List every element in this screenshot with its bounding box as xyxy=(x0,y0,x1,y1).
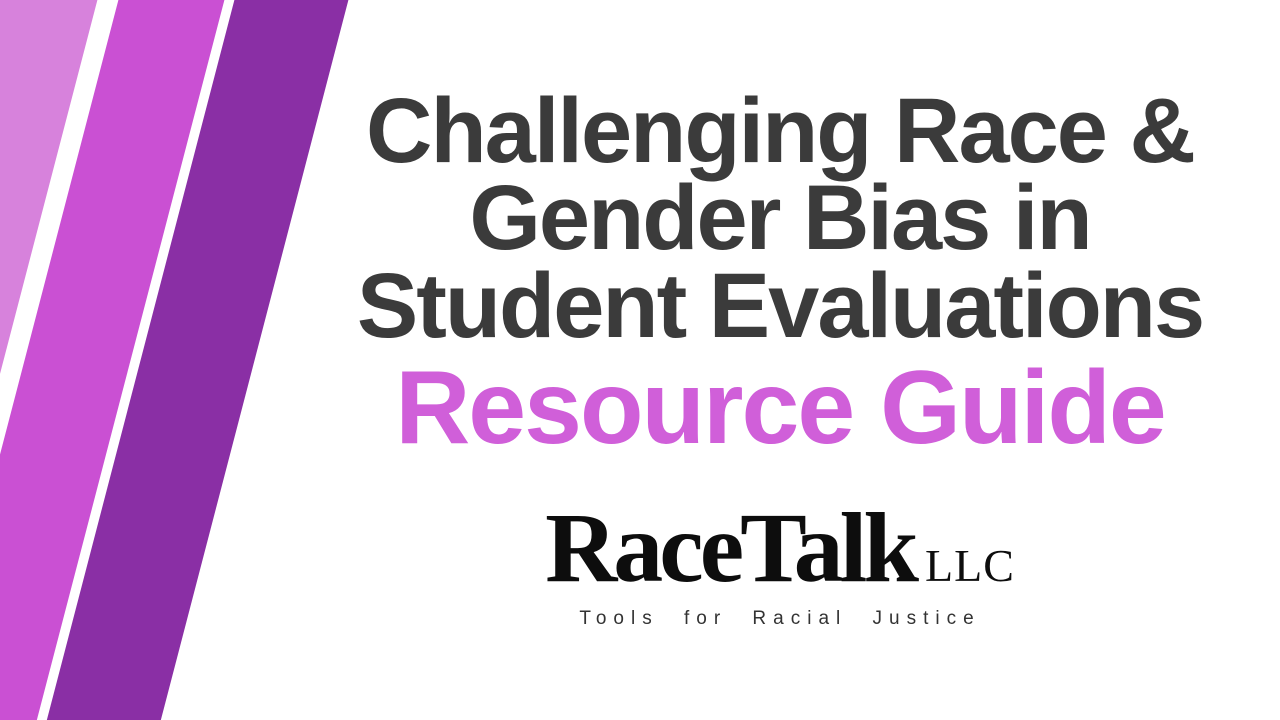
racetalk-logo: RaceTalk LLC Tools for Racial Justice xyxy=(300,498,1260,630)
logo-wordmark: RaceTalk LLC xyxy=(300,498,1260,598)
subtitle-resource-guide: Resource Guide xyxy=(395,350,1167,467)
logo-llc-text: LLC xyxy=(925,540,1015,591)
title-line-3: Student Evaluations xyxy=(356,254,1205,357)
title-line-2: Gender Bias in xyxy=(469,167,1092,270)
page-title: Challenging Race & Gender Bias in Studen… xyxy=(300,80,1260,357)
logo-tagline: Tools for Racial Justice xyxy=(579,608,981,629)
slide-content: Challenging Race & Gender Bias in Studen… xyxy=(300,0,1260,720)
logo-brand-text: RaceTalk xyxy=(545,492,919,603)
title-line-1: Challenging Race & xyxy=(366,80,1196,182)
